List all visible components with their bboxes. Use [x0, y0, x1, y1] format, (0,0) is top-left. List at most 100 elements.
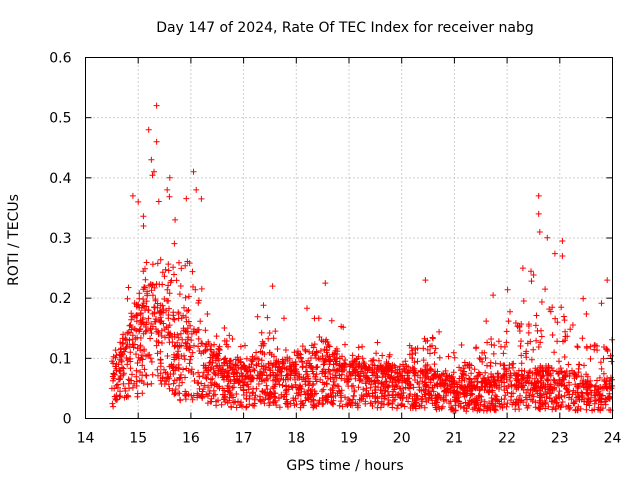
roti-point — [600, 355, 607, 362]
roti-point — [597, 359, 604, 366]
roti-point — [534, 366, 541, 373]
roti-point — [508, 390, 515, 397]
roti-point — [530, 393, 537, 400]
roti-point — [532, 404, 539, 411]
roti-point — [134, 312, 141, 319]
roti-point — [169, 387, 176, 394]
roti-point — [379, 352, 386, 359]
roti-point — [438, 372, 445, 379]
roti-point — [486, 404, 493, 411]
roti-point — [145, 352, 151, 359]
roti-point — [529, 398, 536, 404]
roti-point — [155, 198, 162, 205]
roti-point — [539, 401, 546, 408]
roti-point — [396, 385, 403, 392]
roti-point — [299, 343, 306, 350]
roti-point — [390, 388, 397, 395]
roti-point — [185, 307, 192, 313]
roti-point — [420, 345, 427, 352]
roti-point — [176, 375, 183, 382]
roti-point — [399, 392, 406, 399]
roti-point — [221, 325, 228, 331]
roti-point — [263, 382, 270, 389]
roti-point — [392, 364, 399, 371]
roti-point — [583, 381, 590, 388]
roti-point — [427, 365, 433, 372]
roti-point — [184, 308, 190, 314]
roti-point — [436, 354, 443, 361]
roti-point — [121, 394, 128, 401]
data-points — [108, 102, 616, 415]
roti-point — [129, 371, 135, 378]
roti-point — [474, 407, 481, 414]
roti-point — [154, 350, 161, 357]
roti-point — [382, 379, 389, 385]
roti-point — [188, 337, 195, 344]
roti-point — [193, 186, 200, 193]
roti-point — [257, 393, 263, 400]
roti-point — [302, 397, 309, 404]
roti-point — [192, 286, 199, 293]
roti-point — [148, 330, 155, 337]
roti-point — [528, 268, 534, 275]
roti-point — [188, 392, 195, 399]
roti-point — [561, 354, 568, 360]
roti-point — [498, 401, 505, 408]
roti-point — [140, 296, 147, 303]
roti-point — [400, 389, 407, 396]
roti-point — [570, 387, 577, 394]
roti-point — [510, 360, 517, 367]
roti-point — [240, 386, 247, 393]
roti-point — [600, 385, 607, 392]
roti-point — [349, 396, 356, 403]
roti-point — [407, 391, 414, 398]
roti-point — [236, 373, 243, 380]
roti-point — [270, 398, 277, 405]
roti-point — [409, 364, 416, 371]
roti-point — [345, 376, 352, 383]
roti-point — [459, 370, 466, 377]
roti-point — [535, 210, 542, 217]
roti-point — [512, 406, 519, 413]
roti-point — [490, 350, 497, 357]
roti-point — [489, 398, 496, 405]
roti-point — [124, 361, 131, 368]
roti-point — [292, 381, 299, 388]
roti-point — [495, 338, 502, 345]
roti-point — [530, 272, 537, 278]
roti-point — [378, 400, 385, 407]
roti-point — [249, 375, 256, 382]
roti-point — [482, 355, 489, 361]
roti-point — [211, 370, 218, 377]
roti-point — [591, 392, 598, 399]
roti-point — [147, 355, 154, 362]
roti-point — [110, 370, 117, 377]
roti-point — [554, 338, 561, 345]
roti-point — [492, 402, 499, 409]
roti-point — [537, 339, 544, 346]
roti-point — [276, 363, 283, 370]
roti-point — [195, 335, 202, 342]
roti-point — [351, 387, 358, 394]
roti-point — [518, 397, 525, 404]
roti-point — [274, 375, 281, 382]
roti-point — [349, 352, 356, 359]
roti-point — [252, 392, 259, 399]
roti-point — [583, 406, 590, 413]
roti-point — [555, 392, 562, 399]
roti-point — [295, 354, 302, 361]
roti-point — [377, 387, 384, 394]
roti-point — [552, 379, 559, 386]
roti-point — [176, 259, 182, 266]
roti-point — [332, 358, 339, 365]
roti-point — [366, 393, 373, 400]
roti-point — [259, 371, 266, 378]
roti-point — [423, 375, 429, 381]
roti-point — [336, 362, 343, 369]
roti-point — [374, 374, 381, 381]
roti-point — [117, 339, 124, 346]
roti-point — [428, 366, 434, 373]
roti-point — [429, 342, 435, 349]
roti-point — [586, 402, 593, 409]
roti-point — [265, 335, 272, 342]
